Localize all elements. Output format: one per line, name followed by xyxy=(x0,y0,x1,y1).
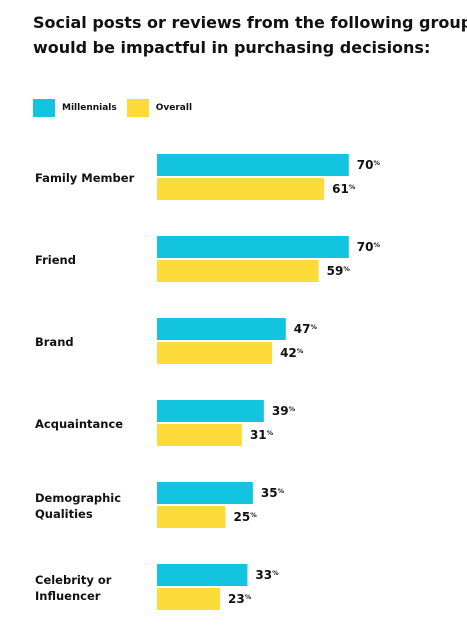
bar-brand-millennials xyxy=(157,318,286,340)
bar-friend-millennials xyxy=(157,236,349,258)
bar-celebrity-or-influencer-overall xyxy=(157,588,221,610)
bar-demographic-qualities-overall xyxy=(157,506,226,528)
data-label-friend-overall: 59% xyxy=(327,264,351,278)
category-label-friend: Friend xyxy=(35,253,76,267)
data-label-celebrity-or-influencer-overall: 23% xyxy=(228,592,252,606)
data-label-demographic-qualities-millennials: 35% xyxy=(261,486,285,500)
data-label-celebrity-or-influencer-millennials: 33% xyxy=(255,568,279,582)
data-label-acquaintance-overall: 31% xyxy=(250,428,274,442)
category-label-family-member: Family Member xyxy=(35,171,135,185)
data-label-demographic-qualities-overall: 25% xyxy=(234,510,258,524)
legend-item-millennials: Millennials xyxy=(33,99,117,117)
chart-legend: Millennials Overall xyxy=(33,99,202,117)
data-label-brand-overall: 42% xyxy=(280,346,304,360)
data-label-brand-millennials: 47% xyxy=(294,322,318,336)
bar-acquaintance-millennials xyxy=(157,400,264,422)
data-label-family-member-overall: 61% xyxy=(332,182,356,196)
legend-swatch-millennials xyxy=(33,99,55,117)
bar-friend-overall xyxy=(157,260,319,282)
bar-family-member-millennials xyxy=(157,154,349,176)
legend-item-overall: Overall xyxy=(126,99,193,117)
bar-family-member-overall xyxy=(157,178,325,200)
bar-brand-overall xyxy=(157,342,273,364)
category-label-demographic-qualities-line-1: Demographic xyxy=(35,491,121,505)
legend-label-millennials: Millennials xyxy=(62,103,117,113)
category-label-celebrity-or-influencer-line-1: Celebrity or xyxy=(35,573,112,587)
data-label-friend-millennials: 70% xyxy=(357,240,381,254)
category-label-demographic-qualities-line-2: Qualities xyxy=(35,507,93,521)
bar-demographic-qualities-millennials xyxy=(157,482,253,504)
legend-swatch-overall xyxy=(126,99,149,117)
data-label-family-member-millennials: 70% xyxy=(357,158,381,172)
bar-celebrity-or-influencer-millennials xyxy=(157,564,248,586)
chart-title-line-1: Social posts or reviews from the followi… xyxy=(33,13,467,32)
category-label-acquaintance: Acquaintance xyxy=(35,417,123,431)
chart-title-line-2: would be impactful in purchasing decisio… xyxy=(33,38,431,57)
category-label-brand: Brand xyxy=(35,335,74,349)
chart-title: Social posts or reviews from the followi… xyxy=(33,10,467,60)
category-label-celebrity-or-influencer-line-2: Influencer xyxy=(35,589,101,603)
data-label-acquaintance-millennials: 39% xyxy=(272,404,296,418)
legend-label-overall: Overall xyxy=(155,103,193,113)
bar-acquaintance-overall xyxy=(157,424,242,446)
